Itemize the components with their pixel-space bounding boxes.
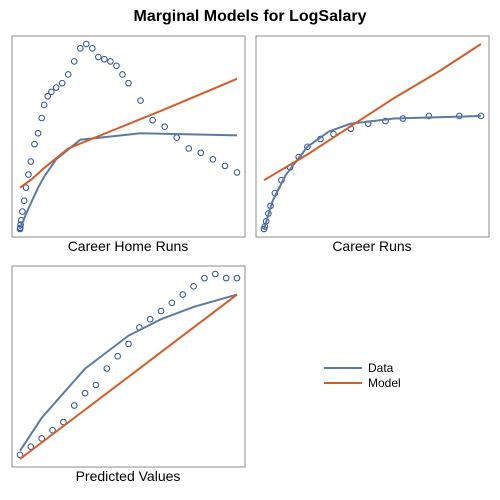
scatter-point	[44, 92, 52, 100]
scatter-point	[185, 145, 193, 152]
scatter-point	[221, 162, 229, 170]
model-line	[19, 293, 238, 460]
scatter-point	[92, 381, 100, 389]
panel-career-runs-xlabel: Career Runs	[332, 238, 411, 254]
scatter-point	[179, 291, 187, 298]
scatter-point	[107, 58, 114, 65]
scatter-point	[70, 402, 78, 409]
scatter-point	[52, 84, 60, 91]
panel-predicted-values-plot	[16, 270, 241, 460]
scatter-point	[27, 443, 35, 450]
scatter-point	[81, 389, 89, 397]
legend-model-label: Model	[368, 376, 401, 390]
scatter-point	[25, 171, 32, 178]
scatter-point	[161, 123, 168, 131]
panel-predicted-values-frame	[11, 265, 246, 468]
scatter-point	[20, 197, 28, 205]
scatter-point	[31, 140, 38, 148]
scatter-point	[233, 169, 241, 176]
panel-career-runs-frame	[255, 35, 490, 238]
data-line	[19, 132, 238, 230]
legend-data-label: Data	[368, 361, 394, 375]
scatter-point	[38, 435, 46, 442]
scatter-point	[157, 307, 165, 315]
scatter-point	[22, 184, 30, 191]
panel-career-runs-plot	[260, 43, 485, 233]
scatter-point	[168, 299, 176, 307]
scatter-point	[19, 208, 26, 215]
scatter-point	[382, 117, 389, 125]
scatter-point	[34, 129, 42, 137]
scatter-point	[89, 45, 96, 52]
scatter-point	[40, 101, 48, 109]
scatter-point	[190, 283, 197, 290]
scatter-point	[101, 55, 108, 63]
panel-career-home-runs-plot	[16, 40, 241, 233]
scatter-point	[16, 451, 24, 459]
scatter-point	[137, 97, 144, 104]
scatter-point	[103, 365, 111, 372]
panel-career-home-runs-xlabel: Career Home Runs	[68, 238, 189, 254]
scatter-point	[425, 112, 433, 120]
scatter-point	[113, 62, 120, 70]
scatter-point	[38, 114, 46, 122]
scatter-point	[212, 270, 219, 278]
model-line	[19, 77, 238, 189]
data-line	[19, 293, 238, 452]
scatter-point	[201, 274, 208, 282]
model-line	[263, 43, 482, 182]
scatter-point	[146, 315, 154, 323]
scatter-point	[95, 53, 102, 61]
scatter-point	[49, 426, 56, 434]
scatter-point	[125, 79, 132, 87]
scatter-point	[60, 418, 67, 426]
scatter-point	[27, 158, 35, 165]
scatter-point	[197, 149, 205, 157]
scatter-point	[233, 274, 241, 282]
scatter-point	[83, 40, 90, 48]
data-line	[263, 114, 482, 230]
scatter-point	[48, 88, 55, 96]
scatter-point	[125, 340, 132, 348]
chart-title: Marginal Models for LogSalary	[133, 8, 367, 25]
scatter-point	[114, 352, 121, 360]
scatter-point	[16, 224, 24, 232]
scatter-point	[119, 71, 126, 78]
scatter-point	[58, 79, 66, 87]
scatter-point	[70, 58, 78, 65]
scatter-point	[64, 71, 72, 78]
scatter-point	[76, 45, 84, 52]
panel-career-home-runs-frame	[11, 35, 246, 238]
panel-predicted-values-xlabel: Predicted Values	[76, 468, 181, 484]
scatter-point	[304, 143, 311, 151]
scatter-point	[209, 156, 217, 163]
scatter-point	[222, 274, 230, 282]
legend: Data Model	[324, 361, 401, 390]
scatter-point	[149, 116, 156, 124]
